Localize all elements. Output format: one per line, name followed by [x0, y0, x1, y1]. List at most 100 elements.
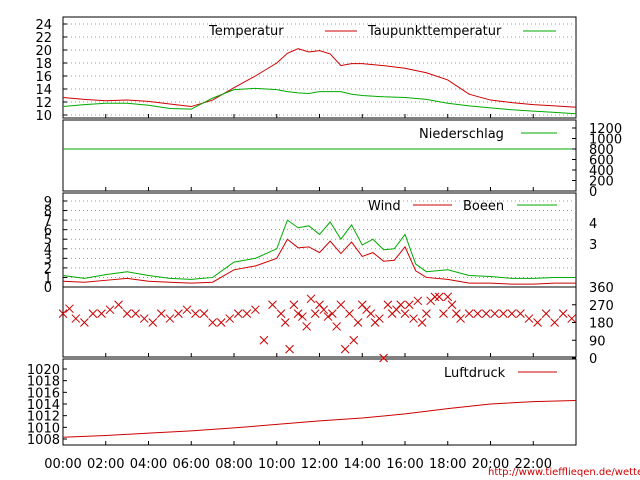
direction-mark: [383, 300, 393, 310]
direction-mark: [327, 309, 337, 318]
wind-tick-label: 3: [44, 252, 52, 267]
direction-mark: [306, 294, 316, 304]
x-tick-label: 22:00: [515, 457, 552, 472]
direction-mark: [417, 318, 427, 327]
direction-mark: [88, 309, 98, 318]
direction-mark: [558, 309, 568, 318]
temperature-tick-label: 12: [35, 96, 52, 111]
direction-mark: [490, 309, 500, 318]
wind-tick-label: 4: [44, 243, 52, 258]
temperature-tick-label: 20: [35, 44, 52, 59]
direction-mark: [507, 309, 517, 318]
gust-line: [62, 219, 576, 280]
direction-mark: [131, 309, 141, 318]
direction-mark: [208, 318, 217, 327]
x-tick-label: 00:00: [44, 457, 81, 472]
direction-mark: [323, 312, 333, 321]
direction-mark: [319, 305, 329, 315]
direction-mark: [148, 318, 158, 327]
pressure-legend: Luftdruck: [444, 366, 557, 381]
direction-mark: [550, 318, 559, 327]
temperature-tick-label: 10: [35, 109, 52, 124]
direction-mark: [97, 309, 106, 318]
direction-mark: [251, 305, 260, 315]
legend-label-boeen: Boeen: [463, 199, 504, 214]
direction-mark: [349, 335, 359, 345]
direction-tick-label: 90: [589, 334, 606, 349]
direction-mark: [276, 309, 286, 318]
direction-mark: [199, 309, 209, 318]
direction-mark: [516, 309, 525, 318]
wind-line: [62, 238, 576, 285]
direction-mark: [409, 314, 418, 323]
direction-mark: [422, 309, 431, 318]
direction-mark: [404, 300, 414, 310]
legend-label-wind: Wind: [368, 199, 401, 214]
direction-tick-label: 270: [589, 299, 614, 314]
dewpoint-line: [62, 87, 577, 115]
direction-mark: [71, 314, 81, 323]
temperature-tick-label: 18: [35, 57, 52, 72]
direction-mark: [80, 318, 89, 327]
temperature-tick-label: 24: [35, 18, 52, 33]
precipitation-tick-label: 800: [589, 143, 614, 158]
direction-mark: [216, 318, 226, 327]
wind-panel-frame: [62, 192, 577, 358]
direction-tick-label: 180: [589, 317, 614, 332]
direction-mark: [443, 292, 453, 302]
direction-mark: [298, 312, 307, 321]
direction-mark: [242, 309, 252, 318]
direction-mark: [447, 300, 457, 310]
wind-bft-tick-label: 3: [589, 238, 597, 253]
wind-tick-label: 0: [44, 281, 52, 296]
precipitation-tick-label: 400: [589, 164, 614, 179]
temperature-tick-label: 14: [35, 83, 52, 98]
x-tick-label: 20:00: [472, 457, 509, 472]
pressure-tick-label: 1020: [27, 363, 60, 378]
direction-mark: [233, 309, 243, 318]
direction-mark: [430, 292, 440, 302]
wind-tick-label: 9: [44, 195, 52, 210]
direction-mark: [310, 309, 320, 318]
direction-mark: [498, 309, 508, 318]
pressure-tick-label: 1012: [27, 410, 60, 425]
wind-tick-label: 7: [44, 214, 52, 229]
direction-mark: [225, 314, 235, 323]
direction-mark: [524, 314, 534, 323]
direction-mark: [353, 318, 363, 327]
direction-mark: [533, 318, 542, 327]
direction-mark: [182, 305, 192, 315]
direction-mark: [280, 318, 290, 327]
direction-mark: [285, 344, 294, 354]
wind-tick-label: 5: [44, 233, 52, 248]
pressure-line: [62, 400, 577, 438]
direction-mark: [336, 300, 346, 310]
wind-tick-label: 1: [44, 271, 52, 286]
direction-mark: [379, 353, 388, 363]
x-tick-label: 02:00: [87, 457, 124, 472]
x-tick-label: 06:00: [173, 457, 210, 472]
direction-mark: [366, 309, 376, 318]
direction-mark: [400, 309, 410, 318]
direction-mark: [340, 344, 350, 354]
temperature-legend: Temperatur Taupunkttemperatur: [208, 24, 556, 39]
pressure-tick-label: 1016: [27, 386, 60, 401]
x-tick-label: 14:00: [344, 457, 381, 472]
legend-label-temperatur: Temperatur: [208, 24, 284, 39]
direction-mark: [65, 304, 74, 314]
x-tick-label: 12:00: [301, 457, 338, 472]
direction-mark: [481, 309, 491, 318]
temperature-line: [62, 48, 577, 108]
direction-mark: [464, 309, 474, 318]
precipitation-tick-label: 0: [589, 185, 597, 200]
x-tick-label: 10:00: [258, 457, 295, 472]
direction-mark: [567, 314, 577, 323]
x-tick-label: 08:00: [215, 457, 252, 472]
direction-mark: [156, 309, 166, 318]
temperature-tick-label: 22: [35, 31, 52, 46]
x-tick-label: 18:00: [429, 457, 466, 472]
direction-mark: [345, 309, 354, 318]
direction-mark: [332, 322, 341, 331]
pressure-tick-label: 1014: [27, 398, 60, 413]
source-url[interactable]: http://www.tiefflieqen.de/wetter/: [488, 467, 640, 478]
